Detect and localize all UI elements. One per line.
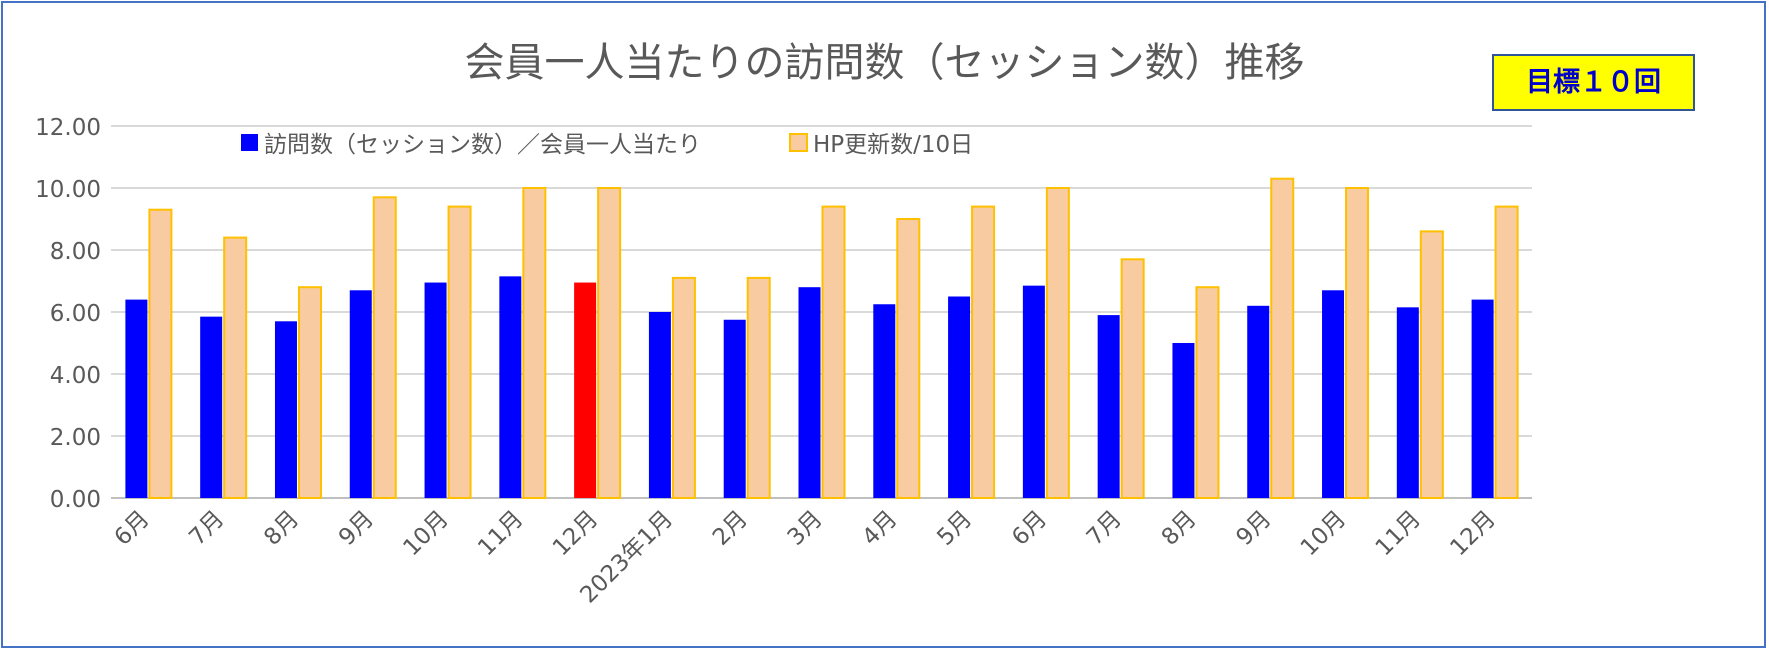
bar-sessions — [948, 296, 971, 498]
bar-sessions — [1396, 307, 1419, 498]
x-tick-label: 12月 — [1445, 506, 1500, 561]
bar-updates — [1345, 187, 1370, 499]
x-tick-label: 6月 — [1007, 506, 1052, 551]
y-tick-label: 4.00 — [50, 363, 101, 389]
bar-updates — [223, 236, 248, 499]
legend: 訪問数（セッション数）／会員一人当たり HP更新数/10日 — [241, 132, 973, 158]
bar-sessions — [1471, 299, 1494, 498]
bar-updates — [522, 187, 547, 499]
bar-sessions — [499, 276, 522, 498]
bar-updates — [297, 286, 322, 500]
y-tick-label: 0.00 — [50, 487, 101, 513]
y-tick-label: 12.00 — [35, 115, 101, 141]
bar-sessions — [1022, 285, 1045, 498]
legend-swatch — [789, 133, 808, 152]
bar-sessions — [349, 290, 372, 498]
x-tick-label: 8月 — [259, 506, 304, 551]
legend-label: HP更新数/10日 — [813, 132, 973, 158]
y-tick-labels: 0.00 2.00 4.00 6.00 8.00 10.00 12.00 — [35, 115, 101, 513]
bar-updates — [1120, 258, 1145, 499]
x-tick-label: 11月 — [1371, 506, 1426, 561]
bar-sessions — [125, 299, 148, 498]
y-tick-label: 2.00 — [50, 425, 101, 451]
bar-updates — [746, 276, 771, 499]
chart-title: 会員一人当たりの訪問数（セッション数）推移 — [464, 40, 1305, 86]
bar-updates — [1045, 187, 1070, 499]
bar-updates — [1270, 177, 1295, 499]
x-tick-label: 9月 — [334, 506, 379, 551]
bar-sessions — [1172, 343, 1195, 498]
x-tick-label: 7月 — [1082, 506, 1127, 551]
bar-sessions — [1247, 305, 1270, 498]
bar-sessions — [648, 312, 671, 498]
bar-sessions — [1322, 290, 1345, 498]
bar-sessions — [798, 287, 821, 498]
x-tick-label: 10月 — [398, 506, 453, 561]
x-tick-label: 7月 — [184, 506, 229, 551]
target-label: 目標１０回 — [1492, 54, 1695, 111]
bar-updates — [148, 208, 173, 499]
x-tick-label: 11月 — [473, 506, 528, 561]
bar-updates — [1419, 230, 1444, 499]
bar-updates — [821, 205, 846, 499]
bar-updates — [1195, 286, 1220, 500]
bar-sessions — [723, 319, 746, 498]
x-tick-label: 10月 — [1296, 506, 1351, 561]
y-tick-label: 10.00 — [35, 177, 101, 203]
bar-updates — [671, 276, 696, 499]
legend-swatch — [241, 134, 258, 151]
bars — [125, 177, 1519, 500]
legend-label: 訪問数（セッション数）／会員一人当たり — [264, 132, 701, 158]
x-tick-label: 6月 — [110, 506, 155, 551]
bar-sessions — [873, 304, 896, 498]
x-tick-label: 3月 — [783, 506, 828, 551]
bar-sessions — [424, 282, 447, 498]
x-tick-label: 8月 — [1157, 506, 1202, 551]
bar-updates — [896, 218, 921, 499]
x-tick-label: 12月 — [548, 506, 603, 561]
bar-updates — [447, 205, 472, 499]
bar-sessions — [274, 321, 297, 498]
bar-updates — [597, 187, 622, 499]
x-tick-label: 2月 — [708, 506, 753, 551]
y-tick-label: 8.00 — [50, 239, 101, 265]
bar-updates — [1494, 205, 1519, 499]
x-tick-label: 5月 — [932, 506, 977, 551]
x-tick-label: 4月 — [858, 506, 903, 551]
bar-updates — [372, 196, 397, 500]
bar-sessions — [574, 282, 597, 498]
bar-updates — [971, 205, 996, 499]
y-tick-label: 6.00 — [50, 301, 101, 327]
x-tick-label: 9月 — [1231, 506, 1276, 551]
bar-sessions — [1097, 315, 1120, 498]
bar-sessions — [200, 316, 223, 498]
